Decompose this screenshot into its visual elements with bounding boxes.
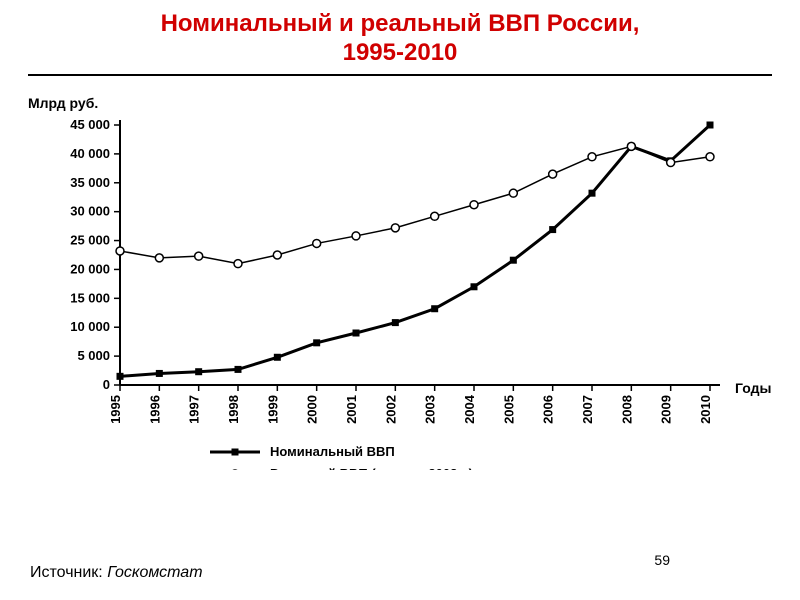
- svg-text:1998: 1998: [226, 395, 241, 424]
- svg-text:40 000: 40 000: [70, 146, 110, 161]
- svg-text:2004: 2004: [462, 394, 477, 424]
- x-axis-label: Годы: [735, 380, 771, 396]
- svg-text:1997: 1997: [187, 395, 202, 424]
- svg-text:2003: 2003: [423, 395, 438, 424]
- gdp-chart: 0 5 000 10 000 15 000 20 000 25 000 30 000 35 0…: [0, 0, 800, 470]
- svg-text:Номинальный ВВП: Номинальный ВВП: [270, 444, 395, 459]
- svg-text:30 000: 30 000: [70, 204, 110, 219]
- svg-text:10 000: 10 000: [70, 319, 110, 334]
- svg-text:2010: 2010: [698, 395, 713, 424]
- svg-text:Реальный ВВП (в ценах 2008 г.): Реальный ВВП (в ценах 2008 г.): [270, 466, 473, 470]
- svg-text:15 000: 15 000: [70, 290, 110, 305]
- source-label: Источник:: [30, 564, 107, 581]
- svg-text:1995: 1995: [108, 395, 123, 424]
- svg-text:45 000: 45 000: [70, 117, 110, 132]
- svg-text:2000: 2000: [305, 395, 320, 424]
- svg-text:2008: 2008: [619, 395, 634, 424]
- svg-text:2006: 2006: [541, 395, 556, 424]
- svg-text:2009: 2009: [659, 395, 674, 424]
- svg-text:2005: 2005: [501, 395, 516, 424]
- svg-text:1996: 1996: [147, 395, 162, 424]
- svg-text:2007: 2007: [580, 395, 595, 424]
- svg-text:0: 0: [103, 377, 110, 392]
- source-text: Источник: Госкомстат: [30, 564, 203, 582]
- svg-text:5 000: 5 000: [77, 348, 110, 363]
- svg-text:25 000: 25 000: [70, 233, 110, 248]
- svg-text:2001: 2001: [344, 395, 359, 424]
- svg-text:1999: 1999: [265, 395, 280, 424]
- svg-text:20 000: 20 000: [70, 261, 110, 276]
- source-name: Госкомстат: [107, 564, 202, 581]
- svg-text:2002: 2002: [383, 395, 398, 424]
- page-number: 59: [654, 552, 670, 568]
- svg-text:35 000: 35 000: [70, 175, 110, 190]
